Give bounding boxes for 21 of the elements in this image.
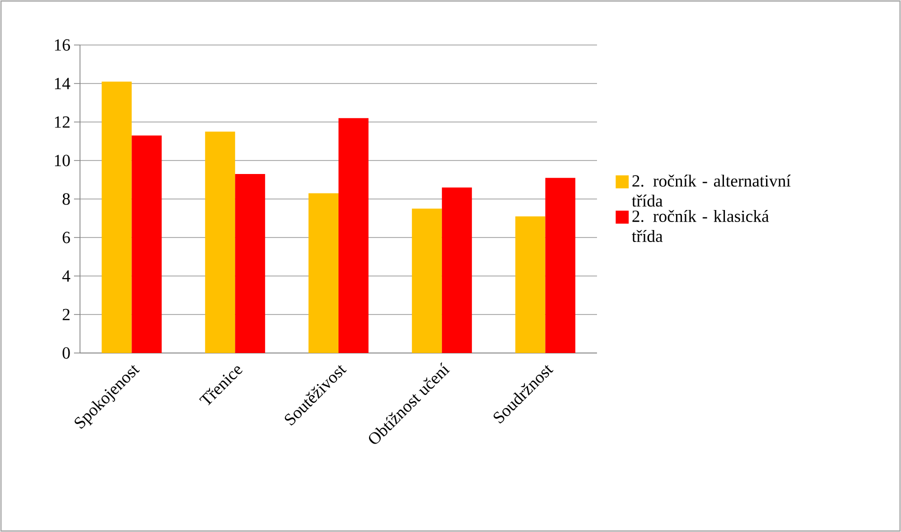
bar (235, 174, 266, 353)
bar (205, 132, 236, 353)
y-tick-label: 8 (62, 193, 70, 205)
bar (132, 135, 162, 353)
bar (515, 216, 546, 353)
legend-label: 2. ročník - alternativní třída (632, 174, 791, 207)
y-tick-label: 12 (54, 116, 70, 128)
y-tick-label: 16 (54, 39, 70, 51)
y-tick-label: 0 (62, 347, 70, 359)
bar (308, 193, 339, 353)
legend-label: 2. ročník - klasická třída (632, 210, 769, 242)
y-tick-label: 2 (62, 308, 70, 320)
y-tick-label: 6 (62, 232, 70, 244)
bar (412, 208, 442, 353)
bar (338, 118, 369, 353)
y-tick-label: 4 (62, 270, 70, 282)
bar (545, 178, 576, 353)
y-tick-label: 10 (54, 154, 70, 166)
bar (442, 187, 472, 353)
bar (102, 82, 132, 353)
y-tick-label: 14 (54, 78, 70, 90)
